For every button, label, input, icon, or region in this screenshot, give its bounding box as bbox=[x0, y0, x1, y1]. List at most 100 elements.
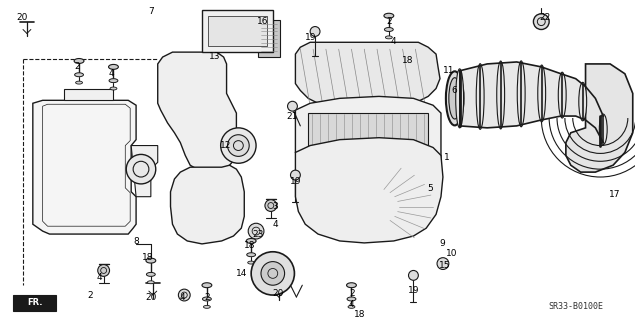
Text: 11: 11 bbox=[443, 66, 454, 75]
Ellipse shape bbox=[599, 114, 607, 145]
Text: 1: 1 bbox=[444, 153, 450, 162]
Text: 19: 19 bbox=[408, 286, 419, 295]
Ellipse shape bbox=[517, 61, 525, 127]
Text: 10: 10 bbox=[446, 249, 458, 258]
Text: 15: 15 bbox=[439, 261, 451, 270]
Text: 2: 2 bbox=[87, 291, 93, 300]
Circle shape bbox=[533, 14, 549, 29]
Text: 2: 2 bbox=[74, 63, 80, 71]
Text: 6: 6 bbox=[451, 86, 456, 95]
Ellipse shape bbox=[456, 69, 463, 128]
Ellipse shape bbox=[476, 64, 484, 129]
Ellipse shape bbox=[75, 73, 83, 77]
Ellipse shape bbox=[147, 281, 154, 284]
Ellipse shape bbox=[384, 13, 394, 18]
Ellipse shape bbox=[346, 283, 356, 288]
Text: 18: 18 bbox=[142, 253, 154, 262]
Text: 4: 4 bbox=[273, 220, 278, 229]
Text: 18: 18 bbox=[353, 310, 365, 319]
Ellipse shape bbox=[247, 253, 255, 257]
Circle shape bbox=[291, 170, 300, 180]
Text: FR.: FR. bbox=[27, 298, 42, 308]
Circle shape bbox=[251, 252, 294, 295]
Ellipse shape bbox=[74, 58, 84, 63]
Polygon shape bbox=[64, 88, 113, 100]
Ellipse shape bbox=[446, 71, 463, 125]
Polygon shape bbox=[308, 113, 428, 167]
FancyBboxPatch shape bbox=[258, 20, 280, 57]
Ellipse shape bbox=[347, 297, 356, 301]
Text: 22: 22 bbox=[540, 13, 551, 22]
Ellipse shape bbox=[558, 72, 566, 118]
Text: 12: 12 bbox=[220, 141, 231, 150]
Text: 19: 19 bbox=[290, 177, 301, 186]
Ellipse shape bbox=[579, 82, 587, 121]
Circle shape bbox=[228, 135, 249, 156]
Text: 4: 4 bbox=[179, 293, 185, 301]
Text: 21: 21 bbox=[287, 112, 298, 121]
Polygon shape bbox=[202, 10, 273, 52]
Text: 4: 4 bbox=[97, 273, 102, 282]
Polygon shape bbox=[296, 96, 441, 179]
Ellipse shape bbox=[449, 78, 461, 119]
Text: 8: 8 bbox=[133, 237, 139, 247]
Polygon shape bbox=[13, 295, 56, 311]
Text: 2: 2 bbox=[204, 293, 210, 301]
Ellipse shape bbox=[146, 258, 156, 263]
Ellipse shape bbox=[385, 36, 392, 39]
Circle shape bbox=[248, 223, 264, 239]
Polygon shape bbox=[460, 62, 604, 143]
Text: 9: 9 bbox=[439, 239, 445, 249]
Text: 17: 17 bbox=[609, 190, 621, 199]
Text: 5: 5 bbox=[428, 184, 433, 193]
Ellipse shape bbox=[385, 27, 393, 32]
Circle shape bbox=[408, 271, 419, 280]
Text: 18: 18 bbox=[244, 241, 256, 250]
Circle shape bbox=[261, 262, 285, 285]
Ellipse shape bbox=[202, 283, 212, 288]
Polygon shape bbox=[296, 42, 440, 110]
Text: 2: 2 bbox=[349, 289, 355, 298]
Text: 20: 20 bbox=[16, 13, 28, 22]
Ellipse shape bbox=[147, 272, 156, 276]
Polygon shape bbox=[157, 52, 236, 169]
Polygon shape bbox=[208, 16, 267, 46]
Text: 20: 20 bbox=[272, 289, 284, 298]
Ellipse shape bbox=[202, 297, 211, 301]
Circle shape bbox=[179, 289, 190, 301]
Circle shape bbox=[126, 154, 156, 184]
Text: 13: 13 bbox=[209, 52, 221, 61]
Circle shape bbox=[310, 26, 320, 36]
Circle shape bbox=[437, 258, 449, 270]
Text: 16: 16 bbox=[257, 17, 269, 26]
Text: 19: 19 bbox=[305, 33, 317, 42]
Ellipse shape bbox=[538, 65, 546, 122]
Ellipse shape bbox=[497, 61, 504, 129]
Text: 4: 4 bbox=[391, 37, 397, 46]
Polygon shape bbox=[33, 100, 136, 234]
Text: 4: 4 bbox=[109, 69, 115, 78]
Text: SR33-B0100E: SR33-B0100E bbox=[548, 302, 604, 311]
Polygon shape bbox=[296, 138, 443, 243]
Text: 23: 23 bbox=[252, 230, 264, 239]
Polygon shape bbox=[170, 165, 244, 244]
Ellipse shape bbox=[109, 79, 118, 83]
Circle shape bbox=[287, 101, 298, 111]
Ellipse shape bbox=[204, 305, 211, 308]
Polygon shape bbox=[131, 145, 157, 197]
Text: 4: 4 bbox=[349, 300, 355, 309]
Circle shape bbox=[221, 128, 256, 163]
Ellipse shape bbox=[246, 239, 256, 243]
Text: 2: 2 bbox=[386, 17, 392, 26]
Text: 3: 3 bbox=[272, 202, 278, 211]
Ellipse shape bbox=[248, 261, 255, 264]
Ellipse shape bbox=[348, 305, 355, 308]
Polygon shape bbox=[566, 64, 633, 172]
Ellipse shape bbox=[110, 87, 117, 90]
Text: 14: 14 bbox=[236, 269, 247, 278]
Ellipse shape bbox=[76, 81, 83, 84]
Circle shape bbox=[98, 264, 109, 276]
Text: 18: 18 bbox=[402, 56, 413, 65]
Text: 20: 20 bbox=[145, 293, 157, 301]
Text: 7: 7 bbox=[148, 7, 154, 16]
